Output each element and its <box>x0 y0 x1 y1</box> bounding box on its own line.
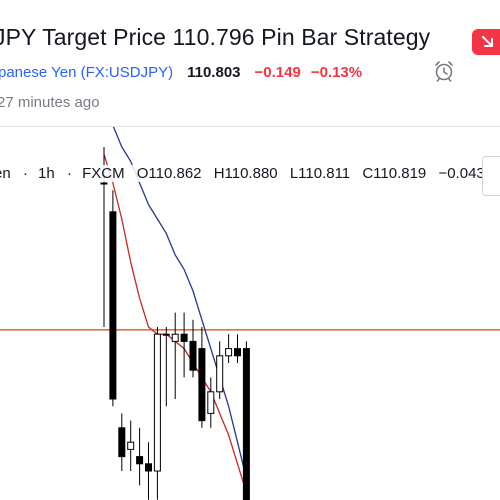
legend-toggle-button[interactable] <box>482 156 500 196</box>
idea-title: JPY Target Price 110.796 Pin Bar Strateg… <box>0 24 431 50</box>
candle-body <box>162 333 170 336</box>
candle-body <box>136 456 144 465</box>
arrow-down-right-icon <box>482 36 493 47</box>
price-change: −0.149 <box>254 64 301 81</box>
candle-body <box>225 348 233 357</box>
legend-open: O110.862 <box>136 165 202 182</box>
legend-low: L110.811 <box>289 165 351 182</box>
candle-body <box>145 463 152 472</box>
candle-body <box>118 427 126 458</box>
candle-body <box>198 348 206 422</box>
legend-high: H110.880 <box>213 165 278 182</box>
short-direction-badge <box>472 29 500 55</box>
published-time: 27 minutes ago <box>0 94 100 111</box>
candle-body <box>153 333 161 472</box>
candle-body <box>216 355 224 393</box>
legend-source: FXCM <box>82 165 125 182</box>
legend-separator: · <box>22 165 28 182</box>
candle-body <box>100 182 108 185</box>
last-price: 110.803 <box>187 64 241 81</box>
candle-body <box>207 391 215 414</box>
legend-symbol: en <box>0 165 11 182</box>
candle-body <box>189 340 197 371</box>
candle-body <box>109 211 117 400</box>
candle-body <box>127 441 135 450</box>
ohlc-legend: en · 1h · FXCM O110.862 H110.880 L110.81… <box>0 165 500 182</box>
candle-body <box>234 348 241 357</box>
alarm-clock-icon[interactable] <box>432 59 458 88</box>
candlestick-chart[interactable] <box>0 127 500 500</box>
candle-body <box>242 348 250 500</box>
legend-interval: 1h <box>38 165 55 182</box>
legend-separator: · <box>66 165 72 182</box>
legend-close: C110.819 <box>362 165 427 182</box>
candle-body <box>171 333 179 342</box>
price-change-percent: −0.13% <box>310 64 363 81</box>
header-divider <box>0 126 500 127</box>
legend-change: −0.043 <box>438 165 485 182</box>
symbol-name: panese Yen <box>0 64 77 81</box>
symbol-ticker: (FX:USDJPY) <box>80 64 174 81</box>
symbol-name-link[interactable]: panese Yen (FX:USDJPY) <box>0 64 173 81</box>
candle-body <box>180 333 188 342</box>
symbol-info-row: panese Yen (FX:USDJPY) 110.803 −0.149 −0… <box>0 64 362 81</box>
